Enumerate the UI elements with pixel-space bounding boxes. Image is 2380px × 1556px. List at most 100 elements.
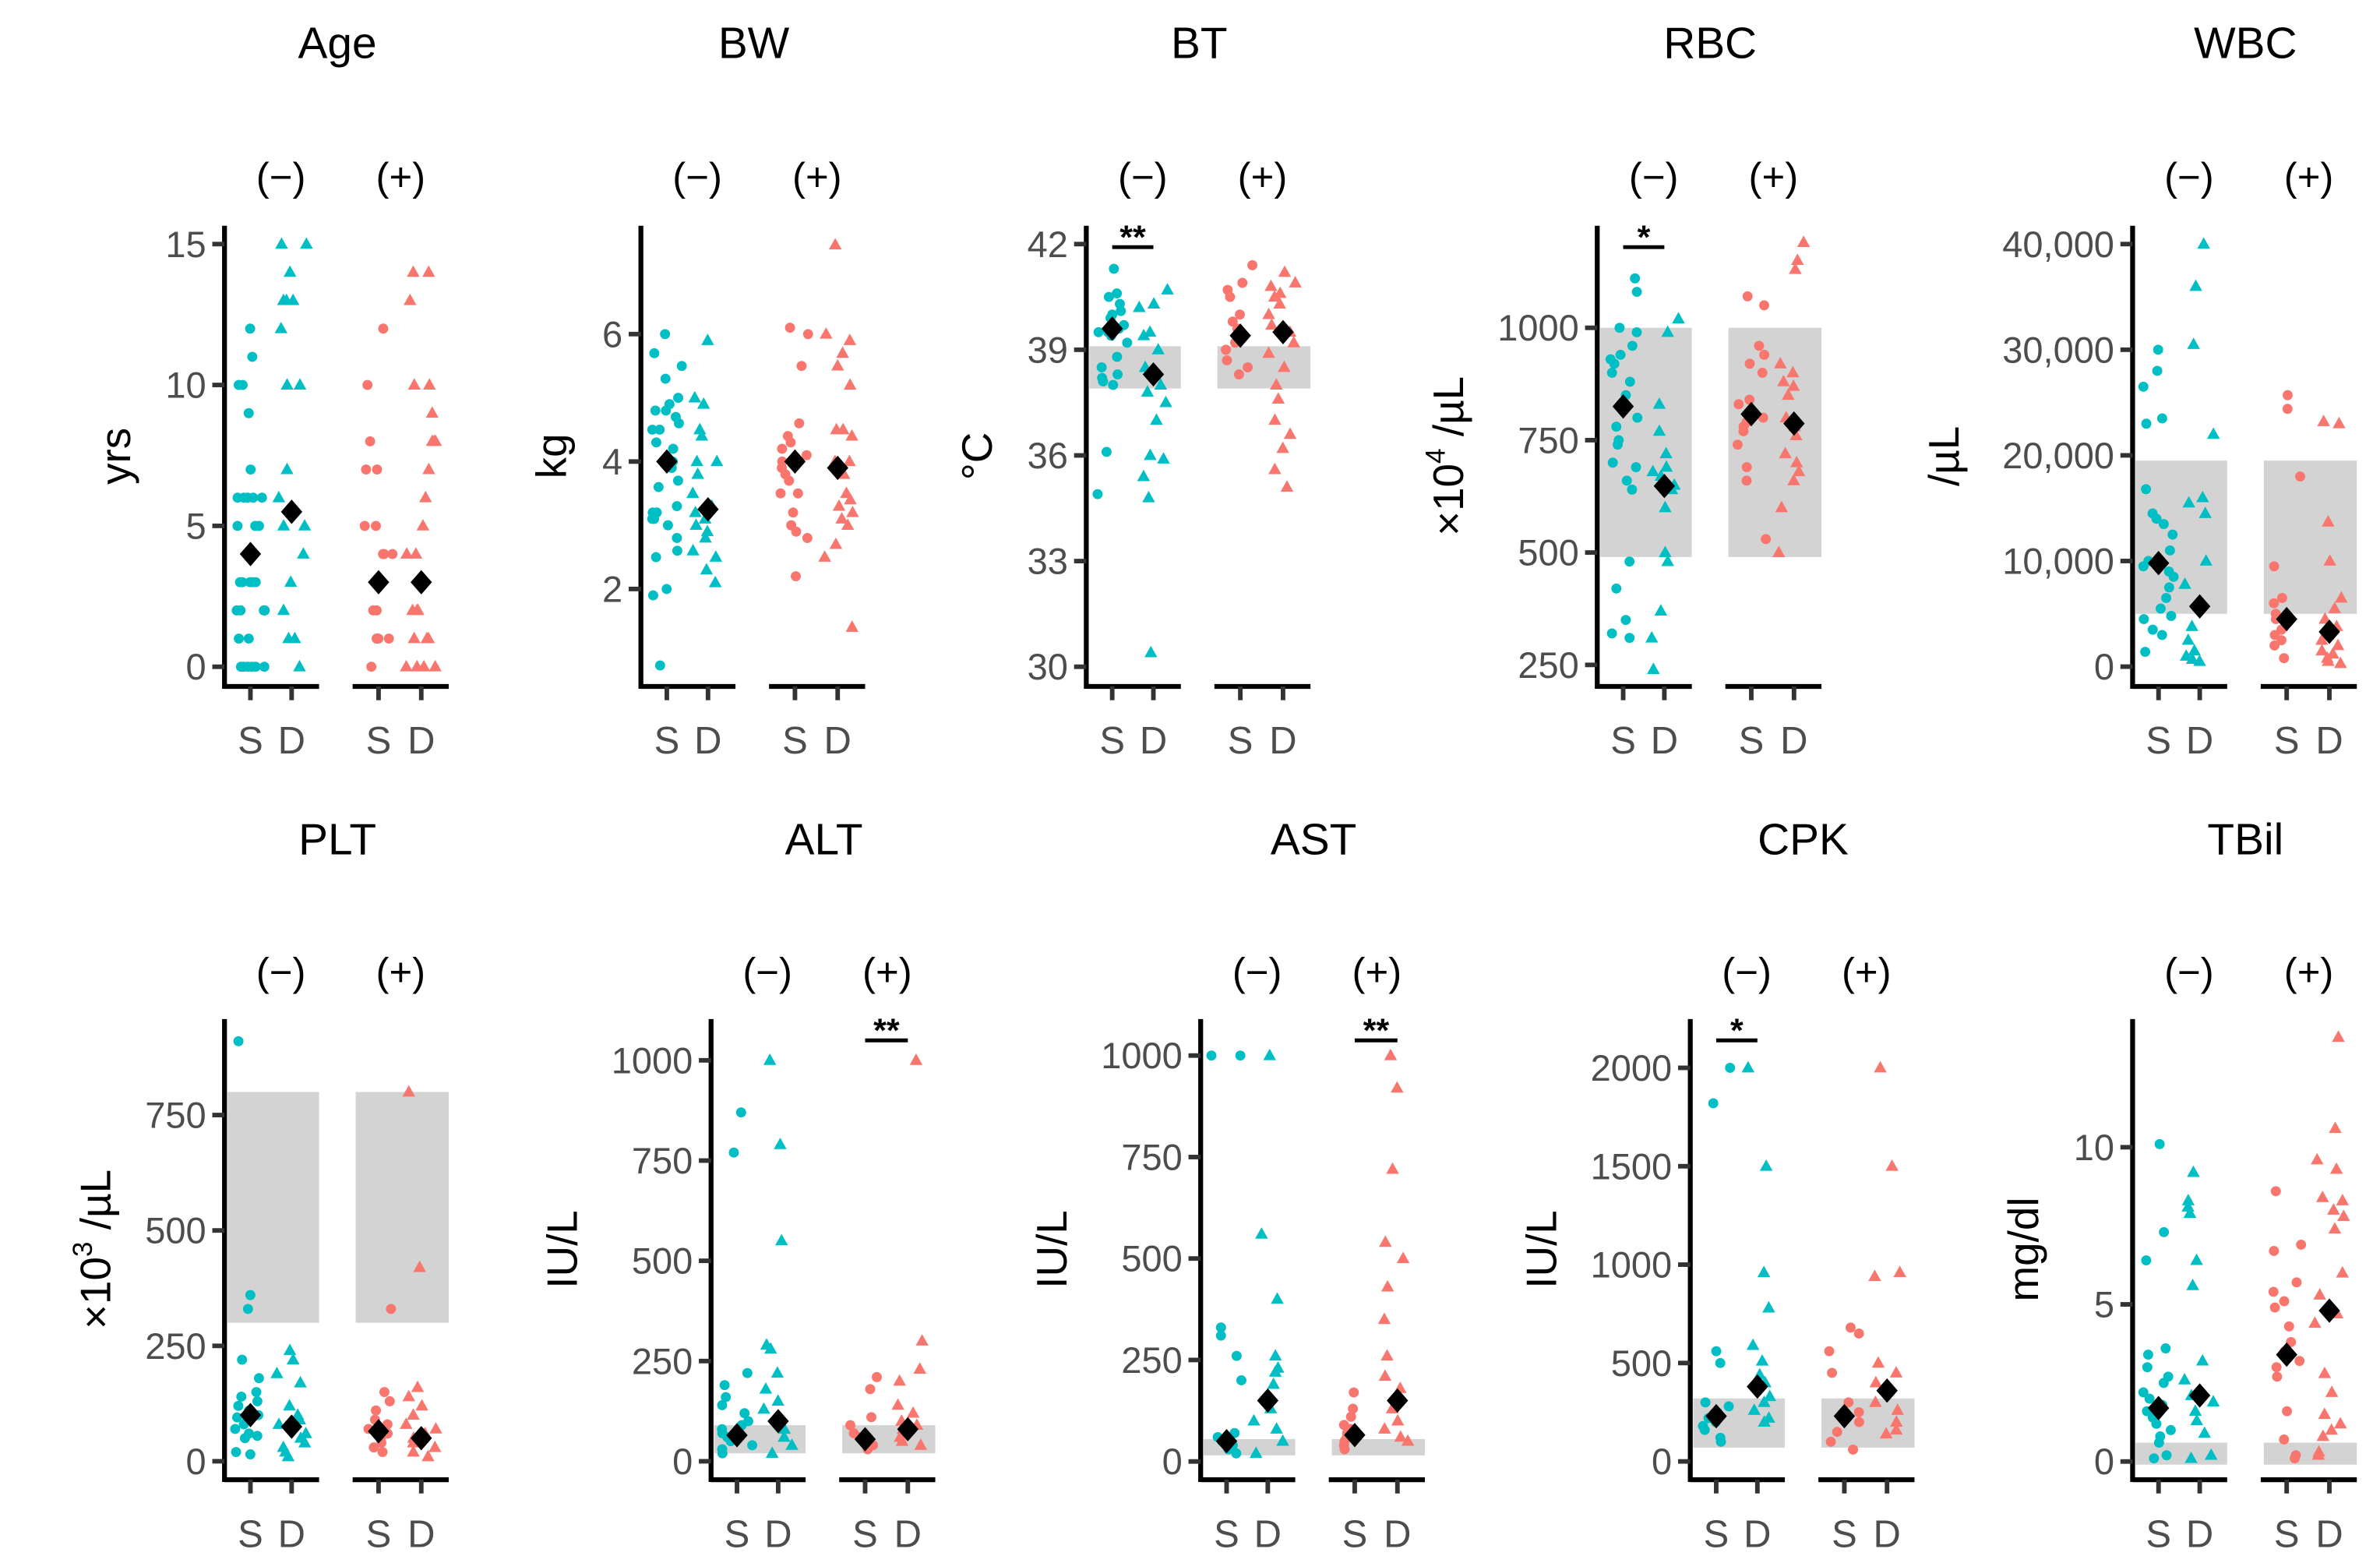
- data-point-d: [1161, 283, 1174, 295]
- data-point-s: [1108, 379, 1119, 390]
- data-point-d: [407, 265, 420, 277]
- data-point-s: [2161, 592, 2172, 603]
- data-point-d: [2178, 577, 2191, 589]
- data-point-s: [2269, 561, 2280, 572]
- data-point-s: [2167, 529, 2178, 540]
- y-axis-label-base: ×10: [1424, 464, 1472, 536]
- y-tick-label: 1000: [1497, 307, 1579, 348]
- data-point-d: [759, 1381, 773, 1394]
- data-point-d: [1278, 265, 1292, 277]
- data-point-d: [1270, 378, 1283, 390]
- data-point-d: [1787, 474, 1800, 485]
- y-axis-label-exponent: 3: [68, 1241, 98, 1257]
- data-point-d: [1267, 1377, 1280, 1389]
- data-point-s: [717, 1399, 728, 1410]
- data-point-d: [843, 378, 857, 390]
- data-point-d: [2328, 602, 2341, 613]
- data-point-s: [2268, 1286, 2279, 1297]
- data-point-d: [275, 237, 288, 249]
- data-point-s: [1627, 340, 1638, 351]
- mean-marker: [1612, 393, 1634, 419]
- data-point-s: [865, 1384, 876, 1395]
- data-point-s: [1733, 399, 1744, 410]
- data-point-d: [2186, 1279, 2199, 1290]
- data-point-d: [757, 1402, 770, 1414]
- data-point-d: [843, 454, 856, 467]
- data-point-s: [2140, 647, 2151, 658]
- x-tick-label: S: [2146, 1513, 2171, 1555]
- data-point-d: [2187, 337, 2200, 349]
- data-point-d: [2195, 1353, 2209, 1366]
- x-tick-label: S: [1342, 1513, 1368, 1555]
- data-point-d: [1380, 1349, 1394, 1361]
- data-point-s: [2151, 1418, 2162, 1429]
- data-point-s: [252, 1395, 263, 1406]
- data-point-d: [1262, 307, 1275, 319]
- data-point-d: [1247, 1413, 1261, 1426]
- data-point-d: [2183, 1206, 2197, 1218]
- data-point-d: [2198, 1426, 2211, 1438]
- data-point-d: [1646, 464, 1659, 477]
- data-point-s: [1715, 1436, 1726, 1447]
- data-point-d: [2190, 1253, 2203, 1265]
- data-point-s: [238, 662, 249, 672]
- x-tick-label: S: [1214, 1513, 1239, 1555]
- data-point-d: [1273, 297, 1286, 309]
- data-point-d: [1391, 1413, 1405, 1426]
- data-point-d: [2325, 1423, 2338, 1435]
- data-point-d: [1796, 235, 1811, 247]
- panel-title: WBC: [2194, 19, 2297, 68]
- data-point-d: [1792, 464, 1806, 477]
- data-point-s: [2164, 545, 2175, 556]
- data-point-s: [802, 329, 813, 340]
- data-point-s: [368, 1442, 379, 1453]
- data-point-d: [280, 462, 294, 475]
- data-point-d: [293, 378, 307, 390]
- y-tick-label: 39: [1028, 329, 1068, 370]
- mean-marker: [854, 1427, 876, 1452]
- data-point-s: [1732, 439, 1743, 450]
- group-label: (−): [256, 155, 306, 199]
- data-point-d: [402, 1389, 415, 1402]
- mean-marker: [1215, 1428, 1238, 1454]
- x-tick-label: D: [894, 1513, 922, 1555]
- y-tick-label: 250: [145, 1325, 206, 1367]
- group-label: (+): [1352, 950, 1402, 994]
- data-point-d: [843, 333, 857, 345]
- data-point-s: [1738, 425, 1749, 436]
- data-point-s: [1843, 1397, 1854, 1408]
- data-point-s: [2141, 418, 2152, 429]
- data-point-s: [1103, 291, 1114, 302]
- data-point-d: [785, 1438, 799, 1450]
- data-point-d: [2189, 279, 2202, 291]
- data-point-d: [2182, 496, 2195, 508]
- data-point-s: [1824, 1346, 1835, 1357]
- mean-marker: [1272, 319, 1294, 344]
- y-tick-label: 0: [1652, 1441, 1672, 1482]
- x-tick-label: D: [1780, 720, 1807, 762]
- data-point-d: [1755, 1353, 1769, 1366]
- data-point-d: [407, 1408, 420, 1420]
- data-point-s: [775, 488, 786, 499]
- data-point-d: [407, 1445, 420, 1457]
- mean-marker: [1387, 1388, 1409, 1413]
- group-label: (+): [376, 950, 426, 994]
- data-point-d: [2184, 1451, 2198, 1463]
- data-point-s: [742, 1367, 753, 1378]
- data-point-s: [660, 329, 671, 340]
- data-point-s: [2138, 381, 2149, 392]
- data-point-s: [372, 464, 383, 475]
- data-point-s: [1853, 1328, 1864, 1339]
- data-point-s: [1631, 462, 1641, 472]
- data-point-s: [1832, 1427, 1842, 1438]
- data-point-s: [794, 418, 805, 429]
- data-point-s: [236, 1392, 247, 1402]
- data-point-s: [2142, 1362, 2153, 1373]
- data-point-d: [429, 1422, 443, 1434]
- data-point-d: [1774, 357, 1787, 369]
- data-point-s: [383, 633, 394, 644]
- data-point-s: [2161, 1450, 2172, 1461]
- group-label: (+): [1749, 155, 1799, 199]
- x-tick-label: S: [238, 1513, 263, 1555]
